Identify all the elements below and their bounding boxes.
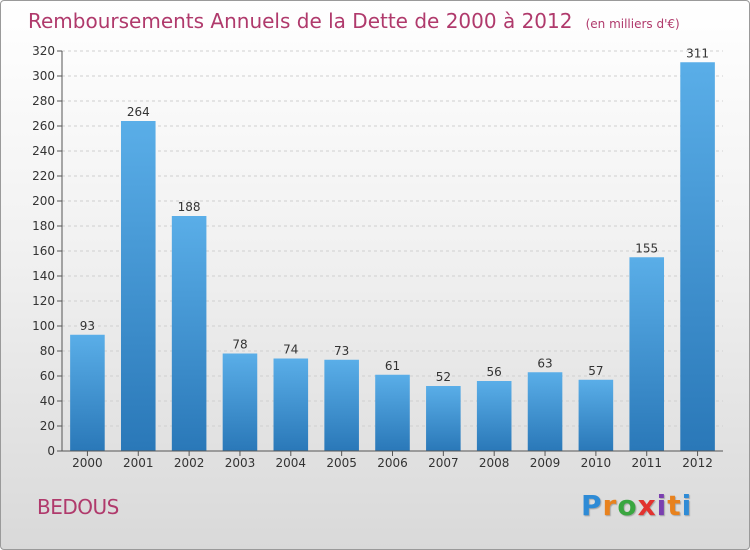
x-tick-label: 2001 <box>123 456 154 470</box>
y-tick-label: 240 <box>32 144 55 158</box>
y-tick-label: 300 <box>32 69 55 83</box>
y-tick-label: 40 <box>40 394 55 408</box>
x-tick-label: 2010 <box>581 456 612 470</box>
x-tick-label: 2004 <box>276 456 307 470</box>
bar-value-label: 155 <box>635 241 658 255</box>
bar-value-label: 311 <box>686 46 709 60</box>
x-tick-label: 2012 <box>682 456 713 470</box>
brand-letter: x <box>637 489 657 522</box>
x-tick-label: 2006 <box>377 456 408 470</box>
bar-2005 <box>324 359 359 451</box>
brand-letter: i <box>681 489 693 522</box>
title-row: Remboursements Annuels de la Dette de 20… <box>28 9 680 33</box>
bar-value-label: 78 <box>232 338 247 352</box>
x-axis: 2000 2001 2002 2003 2004 2005 2006 2007 2008 2009… <box>62 450 723 470</box>
chart-title: Remboursements Annuels de la Dette de 20… <box>28 9 573 33</box>
y-tick-label: 280 <box>32 94 55 108</box>
bar-value-label: 93 <box>80 319 95 333</box>
brand-letter: o <box>617 489 638 522</box>
y-tick-label: 140 <box>32 269 55 283</box>
x-tick-label: 2011 <box>631 456 662 470</box>
y-tick-label: 260 <box>32 119 55 133</box>
bar-2012 <box>680 62 715 451</box>
bar-2011 <box>629 257 665 451</box>
bar-value-label: 63 <box>537 356 552 370</box>
y-tick-label: 0 <box>47 444 55 458</box>
bar-value-label: 61 <box>385 359 400 373</box>
x-tick-label: 2000 <box>72 456 103 470</box>
x-tick-label: 2007 <box>428 456 459 470</box>
y-tick-label: 160 <box>32 244 55 258</box>
bar-value-label: 264 <box>127 105 150 119</box>
bar-2000 <box>70 334 105 451</box>
brand-letter: t <box>667 489 682 522</box>
bar-value-label: 52 <box>436 370 451 384</box>
bar-2008 <box>476 381 512 451</box>
bar-2010 <box>578 379 614 451</box>
y-tick-label: 80 <box>40 344 55 358</box>
y-tick-label: 20 <box>40 419 55 433</box>
bar-value-label: 73 <box>334 344 349 358</box>
y-axis: 0 20 40 60 80 100 120 140 160 180 200 220 240 260 280 3… <box>32 44 63 458</box>
y-tick-label: 320 <box>32 44 55 58</box>
bar-value-label: 57 <box>588 364 603 378</box>
bar-2003 <box>222 353 258 451</box>
bar-2009 <box>527 372 563 451</box>
x-tick-label: 2003 <box>225 456 256 470</box>
bar-2001 <box>120 121 156 451</box>
bar-2004 <box>273 358 309 451</box>
y-tick-label: 180 <box>32 219 55 233</box>
place-name: BEDOUS <box>37 495 119 519</box>
brand-letter: P <box>581 489 603 522</box>
y-tick-label: 120 <box>32 294 55 308</box>
y-tick-label: 60 <box>40 369 55 383</box>
bar-2006 <box>375 374 410 451</box>
brand-logo: Proxiti <box>581 489 692 522</box>
brand-letter: r <box>602 489 618 522</box>
y-tick-label: 200 <box>32 194 55 208</box>
y-tick-label: 220 <box>32 169 55 183</box>
x-tick-label: 2005 <box>326 456 357 470</box>
y-tick-label: 100 <box>32 319 55 333</box>
bar-value-label: 56 <box>487 365 502 379</box>
x-tick-label: 2009 <box>530 456 561 470</box>
bar-value-label: 74 <box>283 343 298 357</box>
chart-subtitle: (en milliers d'€) <box>585 17 680 31</box>
bar-value-label: 188 <box>178 200 201 214</box>
bar-2002 <box>171 216 207 451</box>
x-tick-label: 2002 <box>174 456 205 470</box>
brand-letter: i <box>656 489 668 522</box>
bars: 93 264 188 78 74 73 61 52 56 63 57 155 311 <box>70 46 715 451</box>
x-tick-label: 2008 <box>479 456 510 470</box>
bar-2007 <box>426 386 461 451</box>
